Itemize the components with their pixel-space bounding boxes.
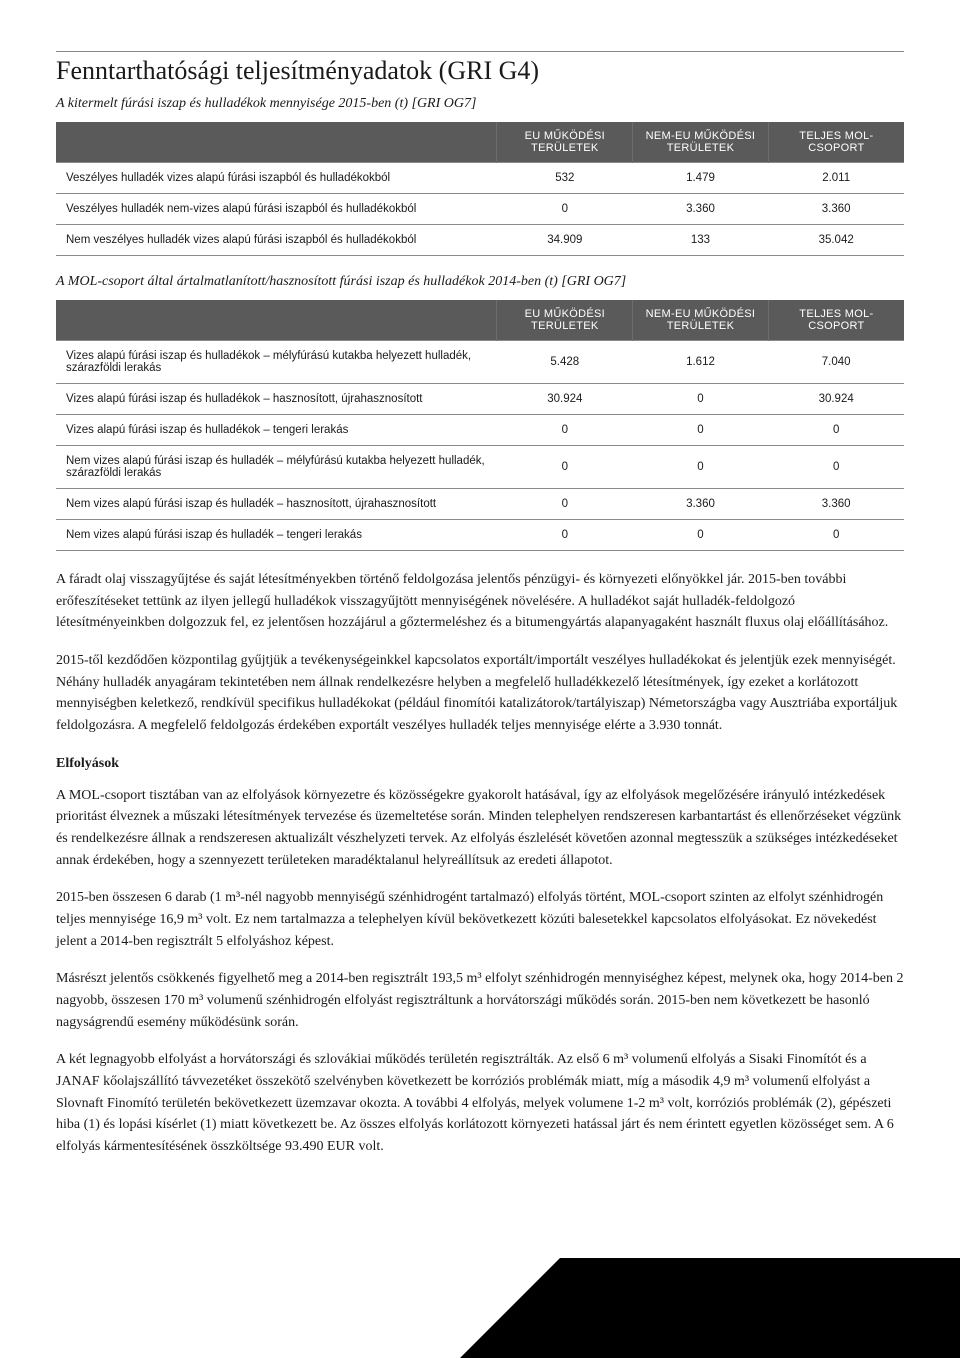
- cell-value: 1.612: [633, 341, 769, 384]
- cell-value: 0: [633, 446, 769, 489]
- cell-label: Vizes alapú fúrási iszap és hulladékok –…: [56, 341, 497, 384]
- cell-label: Nem vizes alapú fúrási iszap és hulladék…: [56, 489, 497, 520]
- table2-h1: EU MŰKÖDÉSI TERÜLETEK: [497, 300, 633, 341]
- table1-h2: NEM-EU MŰKÖDÉSI TERÜLETEK: [633, 122, 769, 163]
- cell-label: Vizes alapú fúrási iszap és hulladékok –…: [56, 384, 497, 415]
- cell-value: 0: [633, 520, 769, 551]
- body-text: A fáradt olaj visszagyűjtése és saját lé…: [56, 569, 904, 1158]
- table1-h3: TELJES MOL-CSOPORT: [768, 122, 904, 163]
- page-content: Fenntarthatósági teljesítményadatok (GRI…: [0, 0, 960, 1158]
- cell-value: 0: [497, 415, 633, 446]
- table-row: Nem vizes alapú fúrási iszap és hulladék…: [56, 520, 904, 551]
- cell-label: Veszélyes hulladék nem-vizes alapú fúrás…: [56, 194, 497, 225]
- cell-label: Nem vizes alapú fúrási iszap és hulladék…: [56, 520, 497, 551]
- cell-value: 0: [497, 489, 633, 520]
- cell-label: Vizes alapú fúrási iszap és hulladékok –…: [56, 415, 497, 446]
- table-row: Vizes alapú fúrási iszap és hulladékok –…: [56, 384, 904, 415]
- table-row: Vizes alapú fúrási iszap és hulladékok –…: [56, 341, 904, 384]
- cell-value: 0: [497, 520, 633, 551]
- cell-value: 0: [633, 415, 769, 446]
- cell-value: 0: [633, 384, 769, 415]
- table1: EU MŰKÖDÉSI TERÜLETEK NEM-EU MŰKÖDÉSI TE…: [56, 122, 904, 256]
- section-heading-elfolyasok: Elfolyások: [56, 753, 904, 775]
- cell-value: 0: [768, 415, 904, 446]
- cell-value: 5.428: [497, 341, 633, 384]
- cell-value: 7.040: [768, 341, 904, 384]
- table1-h0: [56, 122, 497, 163]
- cell-value: 3.360: [768, 194, 904, 225]
- paragraph: Másrészt jelentős csökkenés figyelhető m…: [56, 968, 904, 1033]
- table1-header-row: EU MŰKÖDÉSI TERÜLETEK NEM-EU MŰKÖDÉSI TE…: [56, 122, 904, 163]
- table-row: Veszélyes hulladék vizes alapú fúrási is…: [56, 163, 904, 194]
- page-title: Fenntarthatósági teljesítményadatok (GRI…: [56, 56, 553, 85]
- table2-body: Vizes alapú fúrási iszap és hulladékok –…: [56, 341, 904, 551]
- cell-value: 3.360: [768, 489, 904, 520]
- cell-value: 0: [497, 446, 633, 489]
- cell-value: 0: [768, 520, 904, 551]
- cell-value: 30.924: [497, 384, 633, 415]
- cell-value: 34.909: [497, 225, 633, 256]
- table1-caption: A kitermelt fúrási iszap és hulladékok m…: [56, 96, 904, 112]
- cell-label: Nem vizes alapú fúrási iszap és hulladék…: [56, 446, 497, 489]
- page-corner-mark: [912, 0, 960, 48]
- cell-value: 35.042: [768, 225, 904, 256]
- paragraph: A fáradt olaj visszagyűjtése és saját lé…: [56, 569, 904, 634]
- table-row: Nem vizes alapú fúrási iszap és hulladék…: [56, 489, 904, 520]
- cell-value: 532: [497, 163, 633, 194]
- cell-label: Nem veszélyes hulladék vizes alapú fúrás…: [56, 225, 497, 256]
- table2-h0: [56, 300, 497, 341]
- table-row: Nem veszélyes hulladék vizes alapú fúrás…: [56, 225, 904, 256]
- cell-value: 3.360: [633, 194, 769, 225]
- cell-value: 3.360: [633, 489, 769, 520]
- table1-body: Veszélyes hulladék vizes alapú fúrási is…: [56, 163, 904, 256]
- table2-header-row: EU MŰKÖDÉSI TERÜLETEK NEM-EU MŰKÖDÉSI TE…: [56, 300, 904, 341]
- cell-label: Veszélyes hulladék vizes alapú fúrási is…: [56, 163, 497, 194]
- cell-value: 0: [768, 446, 904, 489]
- table2-h3: TELJES MOL-CSOPORT: [768, 300, 904, 341]
- cell-value: 1.479: [633, 163, 769, 194]
- paragraph: 2015-től kezdődően központilag gyűjtjük …: [56, 650, 904, 737]
- paragraph: 2015-ben összesen 6 darab (1 m³-nél nagy…: [56, 887, 904, 952]
- table-row: Nem vizes alapú fúrási iszap és hulladék…: [56, 446, 904, 489]
- table-row: Veszélyes hulladék nem-vizes alapú fúrás…: [56, 194, 904, 225]
- table2-caption: A MOL-csoport által ártalmatlanított/has…: [56, 274, 904, 290]
- cell-value: 0: [497, 194, 633, 225]
- table2-h2: NEM-EU MŰKÖDÉSI TERÜLETEK: [633, 300, 769, 341]
- footer-wedge: [400, 1258, 960, 1358]
- table1-h1: EU MŰKÖDÉSI TERÜLETEK: [497, 122, 633, 163]
- table-row: Vizes alapú fúrási iszap és hulladékok –…: [56, 415, 904, 446]
- cell-value: 2.011: [768, 163, 904, 194]
- cell-value: 133: [633, 225, 769, 256]
- paragraph: A MOL-csoport tisztában van az elfolyáso…: [56, 785, 904, 872]
- cell-value: 30.924: [768, 384, 904, 415]
- paragraph: A két legnagyobb elfolyást a horvátorszá…: [56, 1049, 904, 1157]
- table2: EU MŰKÖDÉSI TERÜLETEK NEM-EU MŰKÖDÉSI TE…: [56, 300, 904, 551]
